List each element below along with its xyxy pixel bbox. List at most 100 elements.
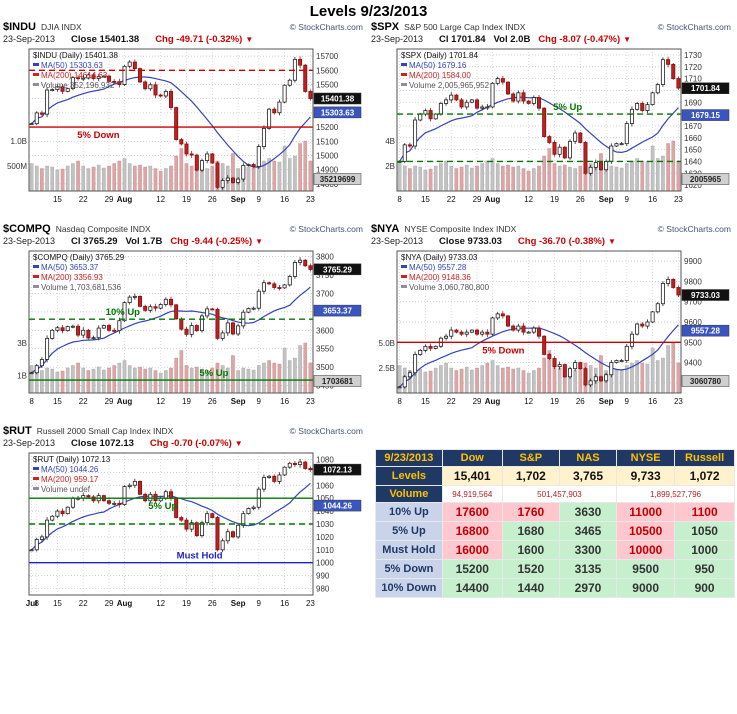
- svg-text:10% Up: 10% Up: [106, 307, 141, 318]
- svg-text:9: 9: [257, 599, 262, 608]
- down-triangle-icon: ▼: [623, 35, 632, 44]
- nya-canvas: 99009800970096009500940093008152229Aug12…: [369, 248, 733, 419]
- rut-change: Chg -0.70 (-0.07%): [149, 438, 232, 449]
- svg-text:3700: 3700: [316, 289, 334, 298]
- svg-text:12: 12: [156, 397, 165, 406]
- volume-cell: 94,919,564: [441, 485, 503, 503]
- svg-text:15303.63: 15303.63: [321, 108, 355, 117]
- index-level-cell: 1,072: [674, 466, 735, 486]
- svg-text:1060: 1060: [316, 481, 334, 490]
- indu-plot: 1570015600155001540015300152001510015000…: [7, 48, 362, 204]
- svg-text:15: 15: [53, 195, 62, 204]
- svg-text:3653.37: 3653.37: [323, 307, 352, 316]
- svg-text:Aug: Aug: [485, 397, 501, 406]
- level-value-cell: 1000: [674, 540, 735, 560]
- level-row-label: Must Hold: [375, 540, 443, 560]
- index-level-cell: 3,765: [558, 466, 618, 486]
- chart-compq[interactable]: $COMPQ Nasdaq Composite INDX © StockChar…: [1, 223, 365, 419]
- svg-text:990: 990: [316, 572, 330, 581]
- svg-text:MA(200) 1584.00: MA(200) 1584.00: [409, 71, 471, 80]
- svg-text:16: 16: [280, 195, 289, 204]
- svg-text:MA(50) 9557.28: MA(50) 9557.28: [409, 263, 467, 272]
- svg-text:23: 23: [306, 195, 315, 204]
- level-row-label: 5% Up: [375, 521, 443, 541]
- svg-text:1640: 1640: [684, 157, 702, 166]
- stockcharts-credit: © StockCharts.com: [657, 22, 731, 32]
- svg-text:9: 9: [257, 397, 262, 406]
- compq-date: 23-Sep-2013: [3, 236, 56, 246]
- svg-text:16: 16: [648, 195, 657, 204]
- levels-table: 9/23/2013 Dow S&P NAS NYSE Russell Levels 15,40…: [375, 449, 735, 598]
- chart-rut[interactable]: $RUT Russell 2000 Small Cap Index INDX ©…: [1, 425, 365, 621]
- chart-indu[interactable]: $INDU DJIA INDX © StockCharts.com 23-Sep…: [1, 21, 365, 217]
- svg-text:Sep: Sep: [231, 195, 246, 204]
- nya-description: NYSE Composite Index INDX: [404, 224, 517, 234]
- level-value-cell: 11000: [616, 502, 676, 522]
- svg-text:1044.26: 1044.26: [323, 502, 352, 511]
- compq-header: $COMPQ Nasdaq Composite INDX © StockChar…: [1, 223, 365, 235]
- spx-date: 23-Sep-2013: [371, 34, 424, 44]
- svg-text:19: 19: [550, 397, 559, 406]
- svg-text:5% Up: 5% Up: [553, 102, 582, 113]
- svg-text:MA(50) 1679.16: MA(50) 1679.16: [409, 61, 467, 70]
- level-value-cell: 1440: [501, 578, 560, 598]
- svg-text:15200: 15200: [316, 123, 339, 132]
- level-value-cell: 16800: [441, 521, 503, 541]
- svg-text:19: 19: [550, 195, 559, 204]
- svg-text:MA(200) 3356.93: MA(200) 3356.93: [41, 273, 103, 282]
- rut-description: Russell 2000 Small Cap Index INDX: [36, 426, 174, 436]
- svg-text:5% Up: 5% Up: [148, 501, 177, 512]
- svg-text:1000: 1000: [316, 559, 334, 568]
- spx-description: S&P 500 Large Cap Index INDX: [404, 22, 526, 32]
- level-value-cell: 1680: [501, 521, 560, 541]
- svg-text:1B: 1B: [17, 372, 27, 381]
- svg-text:19: 19: [182, 599, 191, 608]
- stockcharts-credit: © StockCharts.com: [289, 22, 363, 32]
- svg-text:9500: 9500: [684, 338, 702, 347]
- svg-text:Aug: Aug: [117, 397, 133, 406]
- compq-description: Nasdaq Composite INDX: [55, 224, 151, 234]
- svg-text:12: 12: [524, 195, 533, 204]
- svg-text:MA(200) 9148.36: MA(200) 9148.36: [409, 273, 471, 282]
- svg-text:23: 23: [306, 397, 315, 406]
- index-level-cell: 15,401: [441, 466, 503, 486]
- svg-text:15: 15: [421, 397, 430, 406]
- svg-text:1020: 1020: [316, 533, 334, 542]
- level-row-label: 10% Up: [375, 502, 443, 522]
- svg-text:1730: 1730: [684, 51, 702, 60]
- svg-text:23: 23: [674, 397, 683, 406]
- indu-canvas: 1570015600155001540015300152001510015000…: [1, 46, 365, 217]
- table-column-header: NYSE: [616, 449, 676, 467]
- chart-spx[interactable]: $SPX S&P 500 Large Cap Index INDX © Stoc…: [369, 21, 733, 217]
- svg-text:Aug: Aug: [117, 195, 133, 204]
- level-value-cell: 14400: [441, 578, 503, 598]
- svg-text:1030: 1030: [316, 520, 334, 529]
- svg-text:9733.03: 9733.03: [691, 291, 720, 300]
- svg-text:26: 26: [576, 195, 585, 204]
- svg-text:35219699: 35219699: [320, 175, 356, 184]
- level-value-cell: 1520: [501, 559, 560, 579]
- table-column-header: 9/23/2013: [375, 449, 443, 467]
- svg-text:$RUT (Daily) 1072.13: $RUT (Daily) 1072.13: [33, 455, 111, 464]
- svg-text:8: 8: [397, 397, 402, 406]
- spx-symbol: $SPX: [371, 21, 400, 33]
- nya-subheader: 23-Sep-2013 Close 9733.03 Chg -36.70 (-0…: [369, 235, 733, 248]
- svg-text:15500: 15500: [316, 81, 339, 90]
- svg-text:1650: 1650: [684, 146, 702, 155]
- chart-nya[interactable]: $NYA NYSE Composite Index INDX © StockCh…: [369, 223, 733, 419]
- svg-text:5% Down: 5% Down: [482, 345, 524, 356]
- svg-text:1072.13: 1072.13: [323, 466, 352, 475]
- svg-text:1010: 1010: [316, 546, 334, 555]
- svg-text:Sep: Sep: [599, 195, 614, 204]
- svg-text:5% Up: 5% Up: [199, 368, 228, 379]
- spx-change: Chg -8.07 (-0.47%): [538, 34, 621, 45]
- indu-header: $INDU DJIA INDX © StockCharts.com: [1, 21, 365, 33]
- svg-text:23: 23: [306, 599, 315, 608]
- nya-plot: 99009800970096009500940093008152229Aug12…: [379, 250, 730, 406]
- down-triangle-icon: ▼: [608, 237, 616, 246]
- svg-text:15: 15: [53, 599, 62, 608]
- svg-text:8: 8: [397, 195, 402, 204]
- svg-text:29: 29: [105, 599, 114, 608]
- spx-plot: 1730172017101700169016801670166016501640…: [385, 48, 730, 204]
- level-value-cell: 17600: [441, 502, 503, 522]
